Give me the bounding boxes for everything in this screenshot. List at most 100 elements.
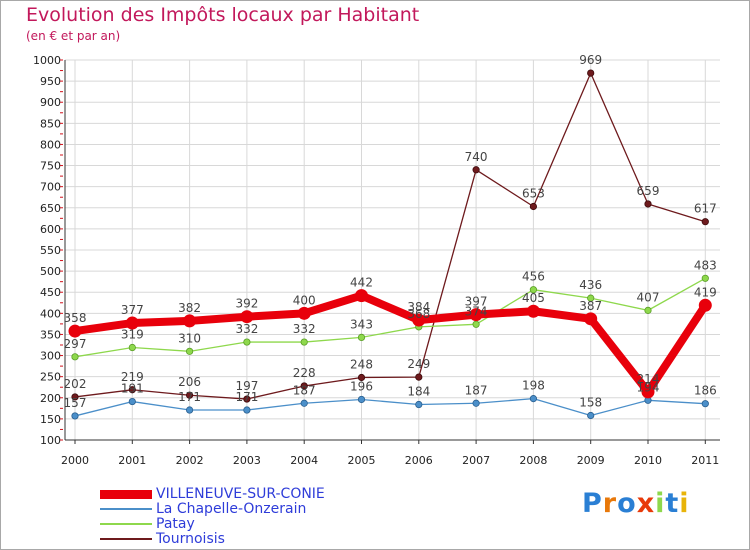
data-point-patay: [472, 320, 480, 328]
data-point-la-chapelle: [357, 395, 366, 404]
x-tick-label: 2007: [462, 454, 490, 467]
y-tick-label: 350: [40, 328, 61, 341]
data-label-villeneuve: 405: [522, 291, 545, 305]
y-tick-label: 500: [40, 265, 61, 278]
y-tick-label: 1000: [33, 54, 61, 67]
logo-letter: x: [636, 488, 656, 519]
data-label-villeneuve: 358: [64, 311, 87, 325]
data-label-villeneuve: 384: [407, 300, 430, 314]
data-label-patay: 319: [121, 328, 144, 342]
x-tick-label: 2005: [348, 454, 376, 467]
y-tick-label: 700: [40, 181, 61, 194]
data-label-patay: 297: [64, 337, 87, 351]
data-label-tournoisis: 653: [522, 187, 545, 201]
data-label-tournoisis: 617: [694, 202, 717, 216]
data-label-patay: 332: [235, 322, 258, 336]
x-tick-label: 2010: [634, 454, 662, 467]
axes: 100 150 200 250 300 350 400 450 500 550 600 650 700 7…: [33, 54, 720, 467]
data-point-tournoisis: [472, 166, 480, 174]
data-point-patay: [357, 333, 366, 341]
x-tick-label: 2009: [577, 454, 605, 467]
data-label-la-chapelle: 171: [178, 390, 201, 404]
data-point-villeneuve: [355, 289, 368, 303]
logo-letter: t: [665, 488, 680, 519]
data-point-patay: [243, 338, 251, 346]
y-tick-label: 650: [40, 202, 61, 215]
data-label-villeneuve: 387: [579, 299, 602, 313]
data-label-patay: 310: [178, 331, 201, 345]
data-label-patay: 407: [637, 290, 660, 304]
data-point-villeneuve: [68, 324, 82, 338]
data-label-villeneuve: 214: [637, 372, 660, 386]
data-labels: 358 377 382 392 400 442 384 397 405 387 214 419 157 1…: [64, 53, 717, 410]
data-label-patay: 368: [407, 307, 430, 321]
data-label-la-chapelle: 184: [407, 385, 430, 399]
series-line-la-chapelle: [74, 397, 706, 417]
data-point-patay: [71, 353, 79, 361]
data-label-tournoisis: 219: [121, 370, 144, 384]
data-label-tournoisis: 202: [64, 377, 87, 391]
data-label-patay: 456: [522, 270, 545, 284]
data-point-la-chapelle: [128, 397, 136, 406]
legend-swatch-la-chapelle: [100, 508, 152, 510]
legend-label-tournoisis: Tournoisis: [156, 531, 225, 547]
data-point-la-chapelle: [415, 400, 423, 409]
data-label-la-chapelle: 157: [64, 396, 87, 410]
y-tick-label: 950: [40, 75, 61, 88]
data-point-villeneuve: [469, 308, 483, 322]
legend-item-la-chapelle: La Chapelle-Onzerain: [100, 501, 400, 517]
data-point-villeneuve: [526, 304, 540, 318]
data-point-tournoisis: [701, 218, 709, 226]
data-point-villeneuve: [240, 310, 254, 324]
x-tick-label: 2011: [691, 454, 719, 467]
data-label-patay: 343: [350, 317, 373, 331]
data-label-villeneuve: 419: [694, 285, 717, 299]
y-tick-label: 150: [40, 413, 61, 426]
y-tick-label: 550: [40, 244, 61, 257]
data-label-la-chapelle: 194: [637, 380, 660, 394]
y-tick-label: 800: [40, 138, 61, 151]
data-point-villeneuve: [183, 314, 197, 328]
series-line-patay: [74, 277, 706, 358]
data-point-tournoisis: [644, 200, 652, 208]
proxiti-logo: Proxiti: [582, 488, 690, 519]
data-label-la-chapelle: 187: [293, 383, 316, 397]
data-point-villeneuve: [125, 316, 139, 330]
data-label-la-chapelle: 186: [694, 384, 717, 398]
data-point-patay: [587, 294, 595, 302]
data-label-villeneuve: 442: [350, 276, 373, 290]
y-tick-label: 450: [40, 286, 61, 299]
logo-letter: P: [582, 488, 603, 519]
data-label-tournoisis: 740: [465, 150, 488, 164]
data-point-tournoisis: [128, 386, 136, 394]
x-tick-label: 2002: [176, 454, 204, 467]
data-point-villeneuve: [698, 298, 712, 312]
data-label-la-chapelle: 187: [465, 383, 488, 397]
chart-subtitle: (en € et par an): [26, 29, 121, 43]
data-point-tournoisis: [529, 202, 538, 211]
legend-swatch-villeneuve: [100, 490, 152, 499]
legend-item-tournoisis: Tournoisis: [100, 531, 400, 547]
data-point-tournoisis: [71, 393, 79, 401]
y-tick-label: 400: [40, 307, 61, 320]
data-label-tournoisis: 249: [407, 357, 430, 371]
data-point-la-chapelle: [300, 399, 308, 407]
data-label-la-chapelle: 191: [121, 382, 144, 396]
data-label-villeneuve: 382: [178, 301, 201, 315]
data-label-la-chapelle: 158: [579, 396, 602, 410]
data-label-tournoisis: 197: [235, 379, 258, 393]
y-tick-label: 900: [40, 96, 61, 109]
series-line-tournoisis: [74, 72, 706, 400]
data-label-tournoisis: 206: [178, 375, 201, 389]
y-tick-label: 850: [40, 117, 61, 130]
data-point-tournoisis: [415, 373, 423, 381]
x-tick-label: 2008: [519, 454, 547, 467]
y-tick-label: 750: [40, 160, 61, 173]
data-point-tournoisis: [300, 382, 308, 390]
data-label-villeneuve: 397: [465, 295, 488, 309]
data-label-la-chapelle: 198: [522, 379, 545, 393]
x-tick-label: 2004: [290, 454, 318, 467]
data-point-tournoisis: [243, 395, 251, 403]
